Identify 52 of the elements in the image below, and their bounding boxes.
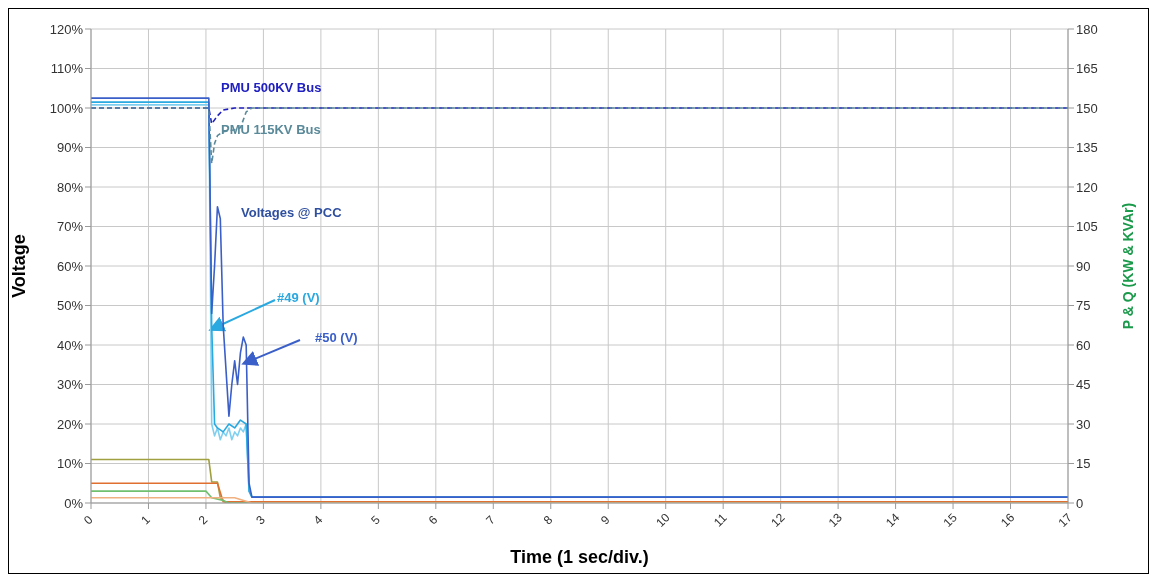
y-tick-label: 70% bbox=[56, 219, 84, 235]
y-tick-label: 120% bbox=[49, 21, 84, 37]
x-tick-label: 0 bbox=[80, 512, 96, 528]
x-tick-label: 1 bbox=[138, 512, 154, 528]
y-axis-title: Voltage bbox=[9, 234, 30, 298]
y2-tick-label: 75 bbox=[1076, 298, 1091, 314]
y-tick-label: 50% bbox=[56, 298, 84, 314]
y2-tick-label: 0 bbox=[1076, 495, 1084, 511]
y2-tick-label: 180 bbox=[1076, 21, 1098, 37]
y-tick-label: 0% bbox=[64, 495, 84, 511]
y2-tick-label: 165 bbox=[1076, 61, 1098, 77]
x-tick-label: 10 bbox=[653, 510, 673, 530]
y-tick-label: 20% bbox=[56, 416, 84, 432]
y-tick-label: 60% bbox=[56, 258, 84, 274]
x-tick-label: 4 bbox=[310, 512, 326, 528]
y-tick-label: 80% bbox=[56, 179, 84, 195]
x-tick-label: 12 bbox=[768, 510, 788, 530]
y-tick-label: 40% bbox=[56, 337, 84, 353]
x-tick-label: 5 bbox=[368, 512, 384, 528]
x-tick-label: 3 bbox=[253, 512, 269, 528]
x-axis-title: Time (1 sec/div.) bbox=[510, 547, 649, 567]
y2-tick-label: 150 bbox=[1076, 100, 1098, 116]
x-tick-label: 17 bbox=[1055, 510, 1076, 530]
x-tick-label: 2 bbox=[195, 512, 211, 528]
text: #50 (V) bbox=[315, 330, 358, 346]
x-tick-label: 9 bbox=[598, 512, 613, 528]
y-tick-label: 30% bbox=[56, 377, 84, 393]
y2-tick-label: 15 bbox=[1076, 456, 1091, 472]
y2-tick-label: 120 bbox=[1076, 179, 1098, 195]
y-tick-label: 10% bbox=[56, 456, 84, 472]
x-tick-label: 13 bbox=[825, 510, 846, 530]
series-label: PMU 500KV Bus bbox=[221, 80, 322, 96]
text: #49 (V) bbox=[277, 290, 320, 306]
y2-axis-title: P & Q (KW & KVAr) bbox=[1119, 202, 1136, 330]
annotation: Voltages @ PCC bbox=[241, 205, 343, 221]
x-tick-label: 8 bbox=[540, 512, 556, 528]
x-tick-label: 15 bbox=[940, 510, 961, 530]
x-tick-label: 7 bbox=[483, 512, 498, 528]
x-tick-label: 16 bbox=[998, 510, 1018, 530]
x-tick-label: 11 bbox=[710, 510, 730, 530]
series-label: PMU 115KV Bus bbox=[221, 122, 321, 138]
y2-tick-label: 60 bbox=[1076, 337, 1091, 353]
y-tick-label: 100% bbox=[49, 100, 84, 116]
y2-tick-label: 105 bbox=[1076, 219, 1098, 235]
y2-tick-label: 30 bbox=[1076, 416, 1091, 432]
y-tick-label: 90% bbox=[56, 140, 84, 156]
y2-tick-label: 90 bbox=[1076, 258, 1091, 274]
x-tick-label: 14 bbox=[883, 510, 903, 530]
y2-tick-label: 135 bbox=[1076, 140, 1098, 156]
y2-tick-label: 45 bbox=[1076, 377, 1091, 393]
y-tick-label: 110% bbox=[50, 61, 84, 77]
x-tick-label: 6 bbox=[425, 512, 441, 528]
